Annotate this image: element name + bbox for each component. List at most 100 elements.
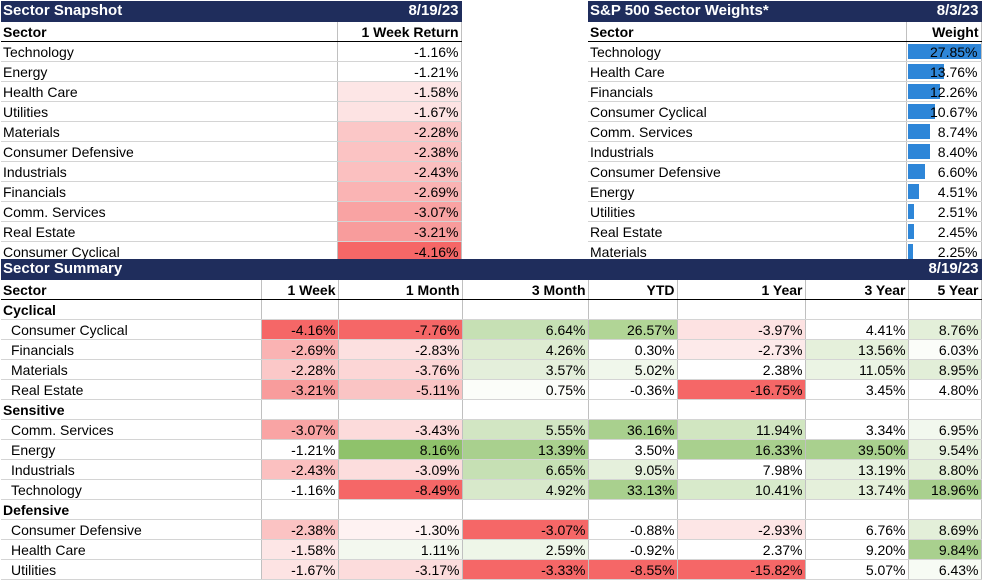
summary-value-cell: 9.54% — [908, 439, 982, 460]
weight-bar — [907, 184, 920, 199]
summary-value-cell: -1.67% — [261, 559, 339, 580]
summary-value-cell: 6.95% — [908, 419, 982, 440]
weights-sector: Consumer Cyclical — [588, 101, 907, 122]
weights-row: Real Estate 2.45% — [588, 221, 982, 242]
snapshot-col-return: 1 Week Return — [337, 21, 462, 42]
weight-cell: 10.67% — [906, 101, 982, 122]
summary-group-spacer — [677, 399, 806, 420]
summary-value-cell: -16.75% — [677, 379, 806, 400]
summary-row: Real Estate -3.21% -5.11% 0.75% -0.36% -16.75… — [1, 379, 982, 400]
sector-snapshot-table: Sector Snapshot 8/19/23 Sector 1 Week Re… — [1, 1, 462, 262]
summary-value-cell: 8.76% — [908, 319, 982, 340]
summary-sector: Real Estate — [1, 379, 262, 400]
summary-value-cell: 13.19% — [805, 459, 909, 480]
summary-value-cell: -2.83% — [338, 339, 463, 360]
summary-value-cell: 6.76% — [805, 519, 909, 540]
snapshot-sector: Comm. Services — [1, 201, 338, 222]
summary-value-cell: -2.73% — [677, 339, 806, 360]
snapshot-return: -2.38% — [337, 141, 462, 162]
snapshot-return: -1.21% — [337, 61, 462, 82]
summary-value-cell: 8.95% — [908, 359, 982, 380]
weight-bar — [907, 164, 925, 179]
snapshot-row: Comm. Services -3.07% — [1, 201, 462, 222]
summary-row: Energy -1.21% 8.16% 13.39% 3.50% 16.33% 39.50%… — [1, 439, 982, 460]
weight-bar — [907, 104, 936, 119]
summary-group-row: Sensitive — [1, 399, 982, 420]
summary-value-cell: 1.11% — [338, 539, 463, 560]
summary-value-cell: 3.45% — [805, 379, 909, 400]
weights-row: Utilities 2.51% — [588, 201, 982, 222]
summary-value-cell: 6.03% — [908, 339, 982, 360]
sector-summary-table: Sector Summary 8/19/23 Sector 1 Week 1 Mon… — [1, 259, 982, 580]
summary-group-spacer — [338, 299, 463, 320]
weights-sector: Real Estate — [588, 221, 907, 242]
weight-value: 27.85% — [930, 43, 978, 60]
summary-sector: Industrials — [1, 459, 262, 480]
summary-value-cell: -15.82% — [677, 559, 806, 580]
snapshot-sector: Industrials — [1, 161, 338, 182]
weight-bar — [907, 84, 940, 99]
summary-value-cell: -3.21% — [261, 379, 339, 400]
weights-title: S&P 500 Sector Weights* — [588, 1, 907, 22]
summary-value-cell: 9.05% — [588, 459, 678, 480]
snapshot-return: -2.43% — [337, 161, 462, 182]
summary-title: Sector Summary — [1, 259, 909, 280]
summary-value-cell: 11.94% — [677, 419, 806, 440]
summary-value-cell: 8.80% — [908, 459, 982, 480]
summary-value-cell: -3.43% — [338, 419, 463, 440]
summary-group-row: Cyclical — [1, 299, 982, 320]
summary-value-cell: 33.13% — [588, 479, 678, 500]
weight-bar — [907, 204, 915, 219]
snapshot-return: -3.07% — [337, 201, 462, 222]
summary-group-row: Defensive — [1, 499, 982, 520]
summary-value-cell: 13.74% — [805, 479, 909, 500]
snapshot-row: Industrials -2.43% — [1, 161, 462, 182]
summary-col-header: 5 Year — [908, 279, 982, 300]
summary-value-cell: 2.38% — [677, 359, 806, 380]
summary-value-cell: -2.38% — [261, 519, 339, 540]
weight-cell: 6.60% — [906, 161, 982, 182]
snapshot-row: Consumer Defensive -2.38% — [1, 141, 462, 162]
summary-group-spacer — [261, 399, 339, 420]
summary-value-cell: 4.92% — [462, 479, 589, 500]
weights-sector: Financials — [588, 81, 907, 102]
summary-value-cell: 9.84% — [908, 539, 982, 560]
summary-value-cell: 3.50% — [588, 439, 678, 460]
summary-col-header: 1 Week — [261, 279, 339, 300]
summary-col-header: 1 Year — [677, 279, 806, 300]
summary-col-header: YTD — [588, 279, 678, 300]
snapshot-return: -1.67% — [337, 101, 462, 122]
summary-value-cell: 16.33% — [677, 439, 806, 460]
weight-value: 2.25% — [937, 243, 978, 260]
summary-group-spacer — [338, 499, 463, 520]
weights-sector: Comm. Services — [588, 121, 907, 142]
snapshot-sector: Technology — [1, 41, 338, 62]
summary-value-cell: 6.65% — [462, 459, 589, 480]
summary-value-cell: -0.92% — [588, 539, 678, 560]
summary-group-spacer — [462, 499, 589, 520]
weight-cell: 2.45% — [906, 221, 982, 242]
summary-group-spacer — [261, 499, 339, 520]
summary-sector: Comm. Services — [1, 419, 262, 440]
summary-group-spacer — [908, 499, 982, 520]
snapshot-return: -2.69% — [337, 181, 462, 202]
summary-row: Financials -2.69% -2.83% 4.26% 0.30% -2.73% 13… — [1, 339, 982, 360]
summary-sector: Health Care — [1, 539, 262, 560]
summary-value-cell: -1.21% — [261, 439, 339, 460]
snapshot-sector: Materials — [1, 121, 338, 142]
snapshot-sector: Real Estate — [1, 221, 338, 242]
summary-group-spacer — [588, 399, 678, 420]
summary-value-cell: -0.36% — [588, 379, 678, 400]
snapshot-return: -1.16% — [337, 41, 462, 62]
snapshot-return: -1.58% — [337, 81, 462, 102]
summary-value-cell: 4.26% — [462, 339, 589, 360]
summary-group-spacer — [338, 399, 463, 420]
weights-sector: Health Care — [588, 61, 907, 82]
summary-sector: Consumer Defensive — [1, 519, 262, 540]
summary-group-spacer — [677, 299, 806, 320]
weights-row: Industrials 8.40% — [588, 141, 982, 162]
snapshot-date: 8/19/23 — [337, 1, 462, 22]
summary-sector: Technology — [1, 479, 262, 500]
summary-value-cell: -1.58% — [261, 539, 339, 560]
weight-value: 8.74% — [937, 123, 978, 140]
